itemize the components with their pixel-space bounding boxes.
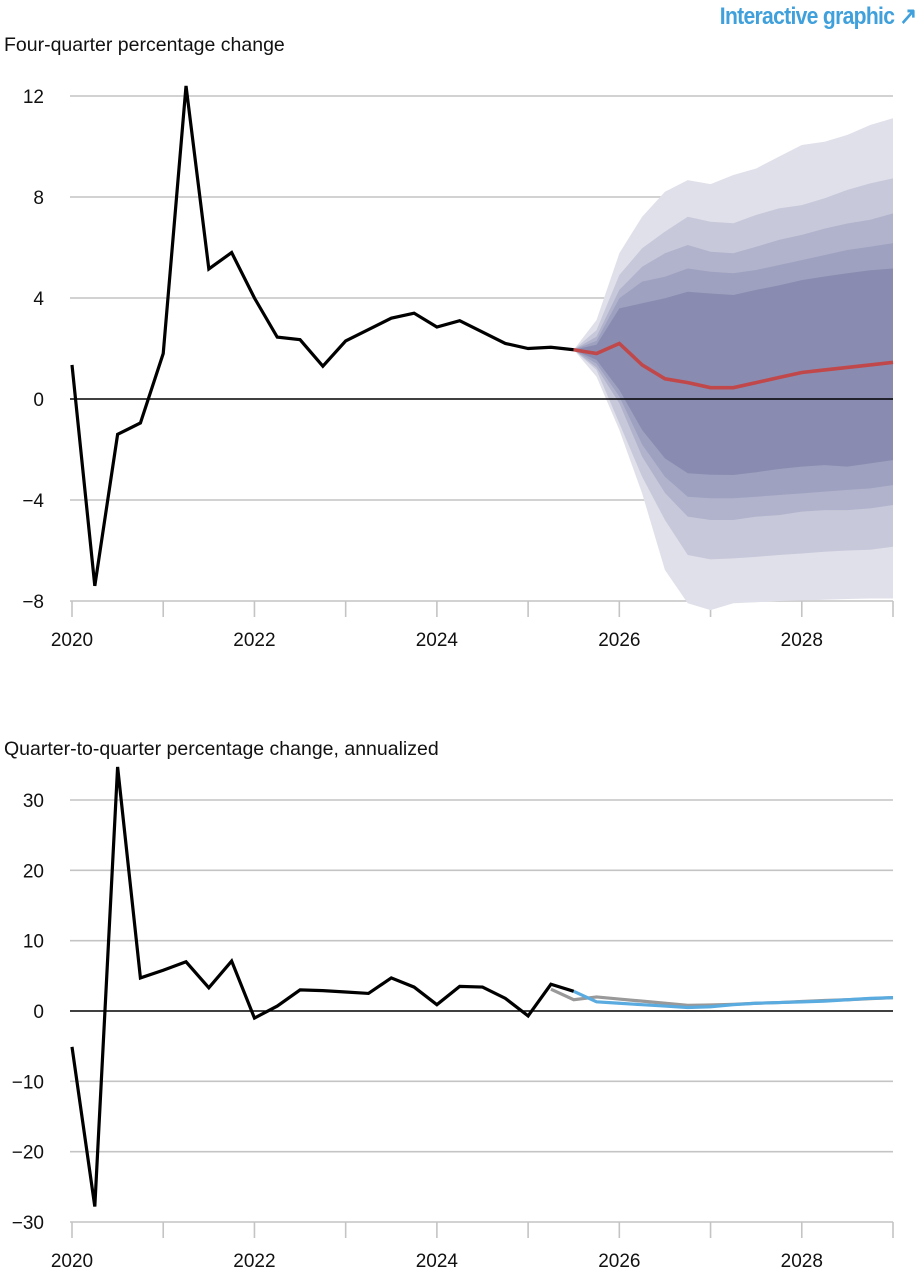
x-tick-label: 2024 [416,630,459,651]
y-tick-label: 0 [33,1002,44,1023]
x-tick-label: 2028 [781,1251,823,1272]
interactive-graphic-link[interactable]: Interactive graphic ↗ [719,2,916,31]
y-tick-label: −8 [22,592,44,613]
x-tick-label: 2028 [781,630,823,651]
bottom-chart: 30 20 10 0 −10 −20 −30 2020 2022 2024 2026 2028 [12,766,894,1272]
y-tick-label: −10 [12,1072,44,1093]
x-tick-label: 2024 [416,1251,459,1272]
y-tick-label: −4 [22,491,44,512]
top-chart: 12 8 4 0 −4 −8 2020 2022 2024 2026 2028 [22,85,894,651]
forecast-line [573,341,894,390]
arrow-up-right-icon: ↗ [899,3,917,30]
history-line [70,766,575,1207]
blue-forecast-line [573,989,894,1010]
fan-band-5 [573,268,893,476]
link-label: Interactive graphic [719,3,894,30]
x-tick-label: 2020 [51,630,93,651]
y-tick-label: −20 [12,1143,44,1164]
bottom-chart-title: Quarter-to-quarter percentage change, an… [4,738,439,760]
x-tick-label: 2022 [233,1251,275,1272]
y-tick-label: −30 [12,1213,44,1234]
x-tick-label: 2020 [51,1251,93,1272]
y-tick-label: 4 [33,289,44,310]
y-tick-label: 8 [33,188,44,209]
y-tick-label: 0 [33,390,44,411]
history-line [70,85,574,587]
y-tick-label: 20 [23,861,44,882]
top-chart-title: Four-quarter percentage change [4,34,285,56]
x-tick-label: 2026 [598,1251,640,1272]
x-tick-label: 2026 [598,630,640,651]
y-tick-label: 10 [23,932,44,953]
y-tick-label: 12 [23,87,44,108]
x-tick-label: 2022 [233,630,275,651]
y-tick-label: 30 [23,791,44,812]
